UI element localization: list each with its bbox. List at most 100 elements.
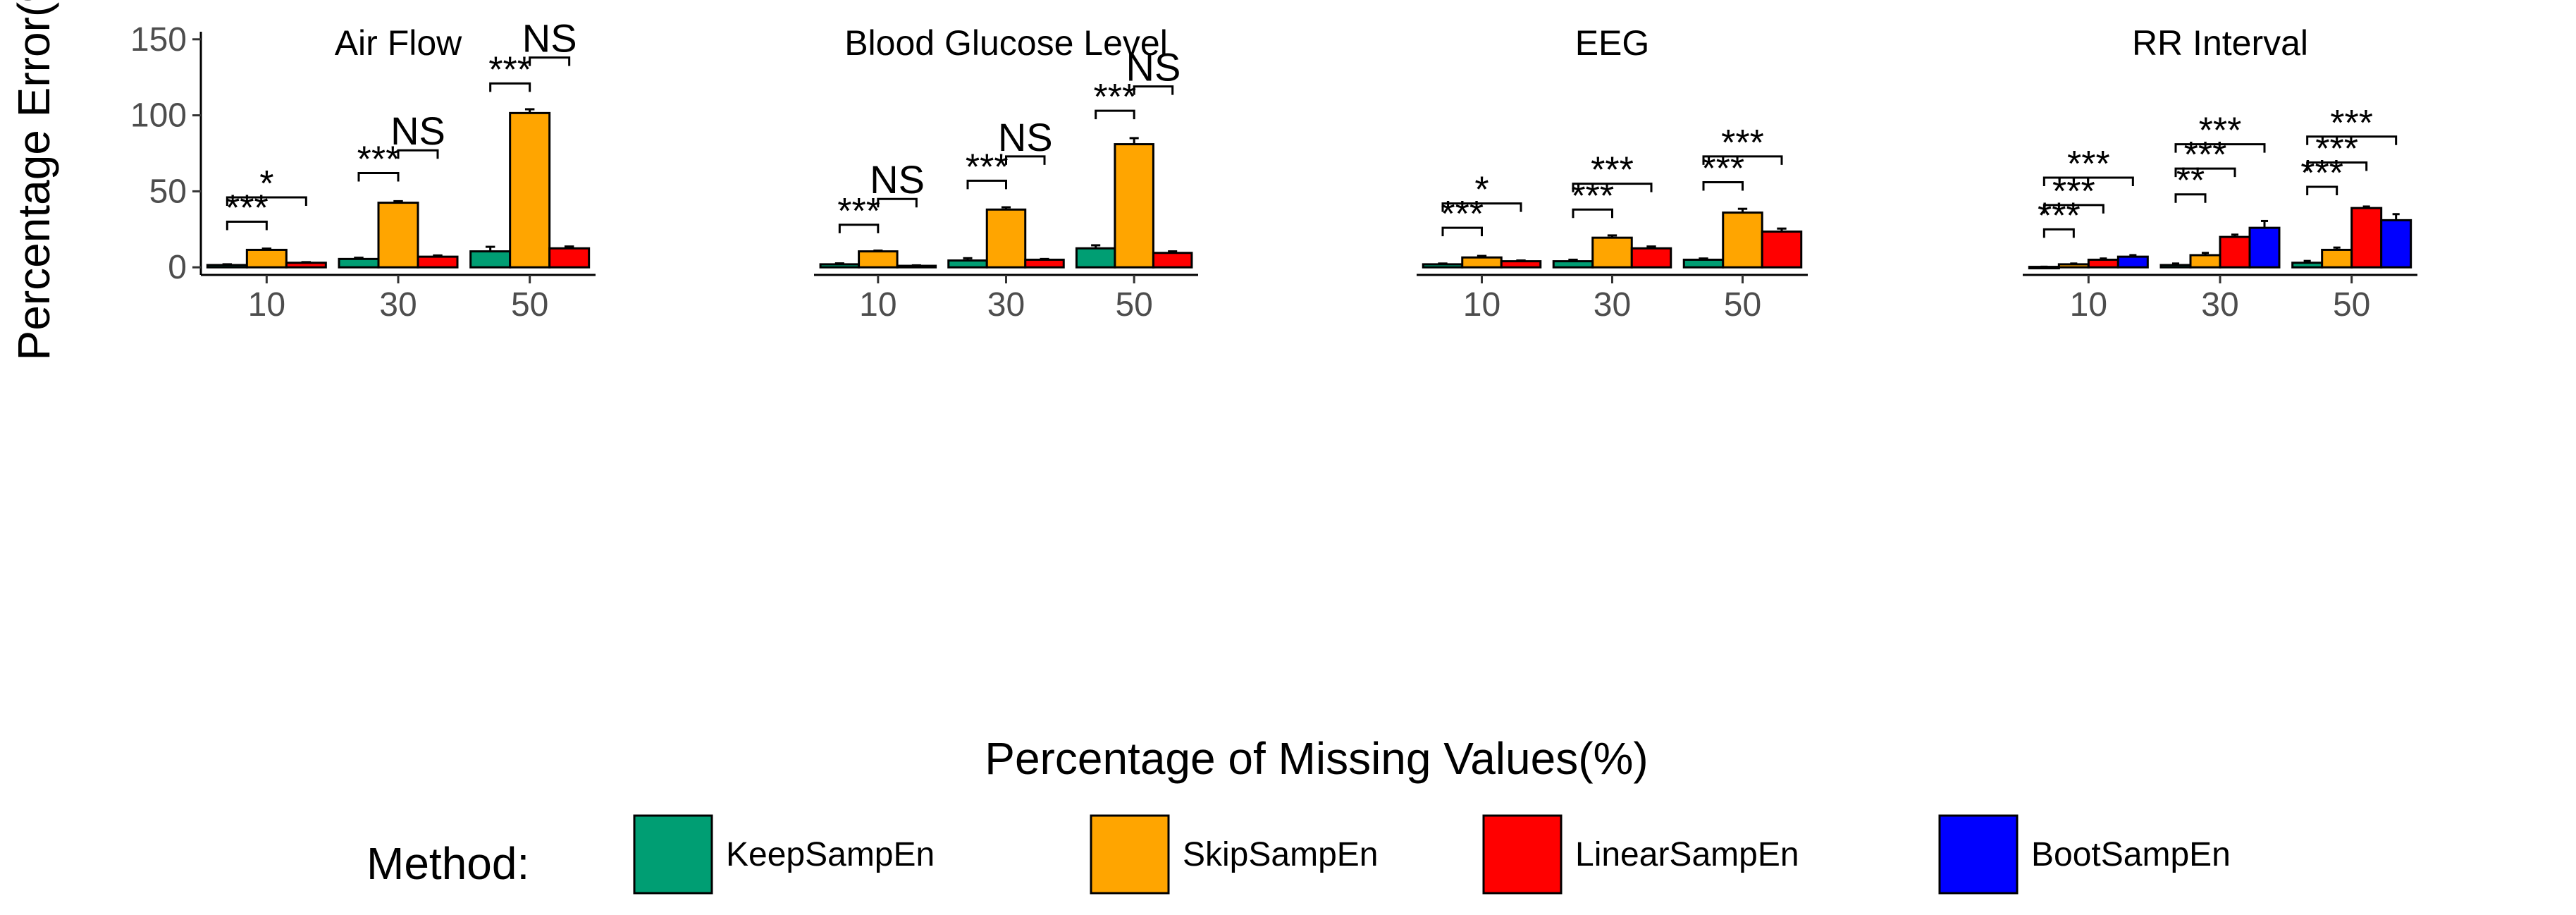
significance-bracket [226,196,307,207]
significance-label: *** [2067,144,2110,185]
significance-label: *** [1441,194,1484,235]
significance-bracket [2042,176,2134,186]
bar-LinearSampEn [2350,207,2383,269]
significance-bracket [1572,183,1653,192]
significance-label: *** [2315,128,2358,169]
significance-label: *** [1591,150,1634,191]
bar-LinearSampEn [896,264,937,269]
y-axis-title: Percentage Error(%) [8,0,59,360]
y-tick-label: 100 [130,97,187,135]
significance-bracket [2174,143,2266,153]
significance-bracket [1702,180,1744,191]
bar-KeepSampEn [1682,258,1725,269]
bar-SkipSampEn [858,250,899,269]
significance-label: *** [226,188,269,229]
bar-KeepSampEn [947,259,988,269]
significance-bracket [397,149,439,159]
significance-bracket [1133,85,1174,95]
significance-label: *** [837,191,880,232]
bar-KeepSampEn [1422,263,1464,269]
significance-bracket [1095,109,1135,120]
bar-LinearSampEn [285,262,327,269]
bar-KeepSampEn [338,257,380,269]
bar-LinearSampEn [2219,235,2251,269]
x-tick-label: 30 [1594,286,1631,324]
bar-LinearSampEn [417,255,459,269]
significance-bracket [966,179,1007,190]
significance-bracket [529,56,571,66]
bar-SkipSampEn [985,208,1027,269]
significance-label: *** [488,49,531,90]
significance-label: NS [1126,45,1181,90]
significance-label: * [259,164,273,204]
bar-BootSampEn [2380,219,2412,269]
significance-label: *** [2300,153,2343,194]
legend-swatch-BootSampEn [1938,814,2019,895]
x-tick-label: 50 [2333,286,2370,324]
x-tick-label: 30 [987,286,1025,324]
significance-label: *** [2184,135,2227,176]
legend-swatch-SkipSampEn [1090,814,1170,895]
bar-SkipSampEn [377,202,419,269]
legend: Method: KeepSampEn SkipSampEn LinearSampEn B… [366,814,2231,895]
bar-SkipSampEn [509,111,551,269]
x-axis-title: Percentage of Missing Values(%) [985,733,1648,784]
bar-KeepSampEn [2028,266,2060,270]
x-tick-label: 30 [379,286,417,324]
significance-bracket [2042,228,2075,238]
significance-label: *** [357,140,400,180]
x-tick-label: 30 [2201,286,2238,324]
significance-label: *** [2199,111,2242,152]
bar-KeepSampEn [469,250,512,269]
significance-bracket [877,197,918,208]
bar-SkipSampEn [1722,211,1763,269]
bar-KeepSampEn [819,263,861,269]
significance-bracket [1572,208,1613,219]
significance-label: * [1474,170,1489,211]
significance-label: *** [1094,77,1137,118]
x-tick-label: 10 [1463,286,1500,324]
legend-label: BootSampEn [2031,836,2231,873]
bar-LinearSampEn [1024,258,1065,269]
bar-SkipSampEn [2189,254,2221,269]
significance-bracket [2306,161,2368,171]
bar-SkipSampEn [1114,143,1154,269]
bar-LinearSampEn [548,247,591,269]
x-tick-label: 10 [859,286,896,324]
significance-label: ** [2176,161,2205,202]
bar-SkipSampEn [2057,263,2090,269]
significance-label: NS [390,109,445,153]
x-tick-label: 10 [2070,286,2107,324]
significance-label: *** [2038,195,2081,236]
significance-bracket [2306,185,2338,195]
significance-bracket [2174,167,2236,178]
y-tick-label: 0 [168,249,187,286]
significance-label: NS [870,157,925,202]
legend-label: KeepSampEn [726,836,935,873]
legend-swatch-KeepSampEn [633,814,713,895]
legend-label: SkipSampEn [1183,836,1378,873]
significance-bracket [489,82,531,92]
legend-label: LinearSampEn [1575,836,1799,873]
x-tick-label: 50 [1115,286,1152,324]
legend-swatch-LinearSampEn [1482,814,1563,895]
bar-LinearSampEn [1152,252,1193,269]
significance-bracket [1702,155,1783,165]
bar-SkipSampEn [1461,256,1503,269]
bar-BootSampEn [2248,226,2281,269]
significance-bracket [1441,226,1483,237]
bar-LinearSampEn [1630,247,1672,269]
panel-title: RR Interval [2132,23,2308,63]
significance-label: *** [1701,148,1744,189]
panel-title: EEG [1575,23,1650,63]
bar-KeepSampEn [206,264,248,269]
significance-bracket [1441,202,1522,212]
significance-label: *** [1721,123,1764,164]
bar-KeepSampEn [2291,262,2324,269]
bar-SkipSampEn [1591,236,1633,269]
significance-bracket [226,221,268,231]
significance-bracket [2042,204,2104,214]
panel-3: RR Interval10*********30********50******… [2023,23,2417,324]
